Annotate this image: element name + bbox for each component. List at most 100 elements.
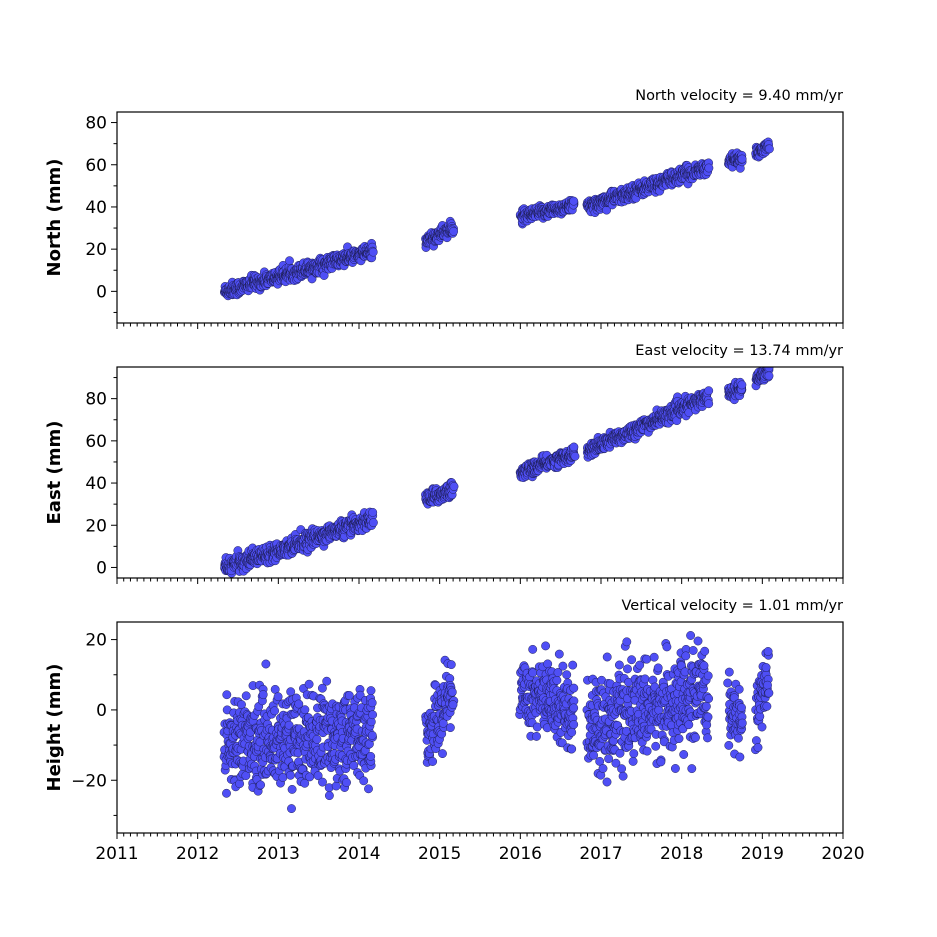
height-data-point xyxy=(313,771,323,781)
height-data-point xyxy=(737,718,747,728)
height-y-tick-label: 0 xyxy=(96,701,107,721)
height-data-point xyxy=(640,674,650,684)
east-data-points xyxy=(220,367,774,578)
height-data-point xyxy=(642,746,652,756)
height-data-point xyxy=(703,733,712,743)
height-data-point xyxy=(703,671,713,681)
north-data-point xyxy=(704,163,714,173)
height-y-tick-label: −20 xyxy=(71,771,107,791)
north-data-point xyxy=(449,226,459,236)
height-data-points xyxy=(219,631,774,814)
north-velocity-title: North velocity = 9.40 mm/yr xyxy=(635,88,843,104)
height-data-point xyxy=(318,777,327,787)
height-data-point xyxy=(704,694,714,704)
east-data-point xyxy=(570,451,580,461)
height-data-point xyxy=(569,720,579,729)
height-data-point xyxy=(331,781,341,791)
height-data-point xyxy=(589,750,599,760)
east-data-point xyxy=(449,482,459,491)
north-y-tick-label: 20 xyxy=(85,240,107,260)
height-data-point xyxy=(344,691,354,700)
height-data-point xyxy=(615,748,625,758)
height-data-point xyxy=(543,659,553,669)
height-data-point xyxy=(735,752,745,762)
height-data-point xyxy=(684,720,694,730)
height-data-point xyxy=(304,679,314,689)
height-data-point xyxy=(733,733,743,743)
height-data-point xyxy=(237,700,246,710)
height-data-point xyxy=(541,641,551,651)
height-x-tick-label: 2018 xyxy=(660,844,703,864)
height-data-point xyxy=(258,690,268,700)
height-data-point xyxy=(670,764,680,773)
north-data-point xyxy=(737,154,747,164)
height-data-point xyxy=(222,690,232,700)
east-y-axis-label: East (mm) xyxy=(44,421,65,525)
height-data-point xyxy=(287,784,297,794)
height-data-point xyxy=(635,660,645,670)
north-data-points xyxy=(220,137,774,301)
height-data-point xyxy=(723,678,733,688)
east-data-point xyxy=(704,399,714,409)
height-data-point xyxy=(734,684,744,694)
north-y-tick-label: 0 xyxy=(96,282,107,302)
height-x-tick-label: 2015 xyxy=(418,844,461,864)
north-data-point xyxy=(764,144,774,154)
height-data-point xyxy=(659,737,669,747)
height-data-point xyxy=(755,711,765,721)
height-data-point xyxy=(764,688,774,698)
height-x-tick-label: 2016 xyxy=(499,844,542,864)
east-data-point xyxy=(704,386,714,396)
height-data-point xyxy=(284,720,294,730)
height-data-point xyxy=(438,749,447,759)
height-data-point xyxy=(445,723,455,733)
height-y-axis-label: Height (mm) xyxy=(44,664,65,792)
height-data-point xyxy=(256,780,266,790)
height-data-point xyxy=(702,720,712,730)
height-data-point xyxy=(359,776,369,786)
height-data-point xyxy=(623,664,632,674)
east-y-tick-label: 0 xyxy=(96,558,107,578)
height-data-point xyxy=(568,660,578,670)
height-data-point xyxy=(649,652,659,662)
east-data-point xyxy=(764,371,774,381)
height-data-point xyxy=(602,652,612,662)
height-data-point xyxy=(447,687,457,697)
height-data-point xyxy=(611,758,621,768)
height-data-point xyxy=(642,654,652,664)
east-velocity-title: East velocity = 13.74 mm/yr xyxy=(635,343,843,359)
height-data-point xyxy=(261,659,271,669)
height-data-point xyxy=(763,680,772,690)
height-data-point xyxy=(324,791,334,801)
height-data-point xyxy=(448,700,458,710)
height-data-point xyxy=(567,727,577,737)
height-data-point xyxy=(368,710,378,720)
height-data-point xyxy=(651,741,661,751)
height-data-point xyxy=(757,722,767,732)
height-data-point xyxy=(629,749,639,759)
north-y-tick-label: 80 xyxy=(85,114,107,134)
height-data-point xyxy=(554,649,564,659)
east-data-point xyxy=(569,442,579,452)
height-data-point xyxy=(317,683,327,693)
height-data-point xyxy=(366,751,376,761)
height-data-point xyxy=(686,631,696,640)
height-data-point xyxy=(614,660,624,670)
height-data-point xyxy=(763,647,773,656)
north-y-tick-label: 40 xyxy=(85,198,107,218)
height-x-tick-label: 2013 xyxy=(257,844,300,864)
height-data-point xyxy=(322,676,332,686)
height-data-point xyxy=(688,646,698,655)
north-data-point xyxy=(285,256,294,266)
height-data-point xyxy=(699,661,709,671)
north-data-point xyxy=(368,247,378,257)
height-data-point xyxy=(287,804,296,814)
height-data-point xyxy=(558,661,568,671)
height-x-tick-label: 2017 xyxy=(579,844,622,864)
east-data-point xyxy=(368,507,378,517)
east-y-tick-label: 60 xyxy=(85,432,107,452)
north-data-point xyxy=(569,196,579,206)
height-data-point xyxy=(294,699,304,709)
